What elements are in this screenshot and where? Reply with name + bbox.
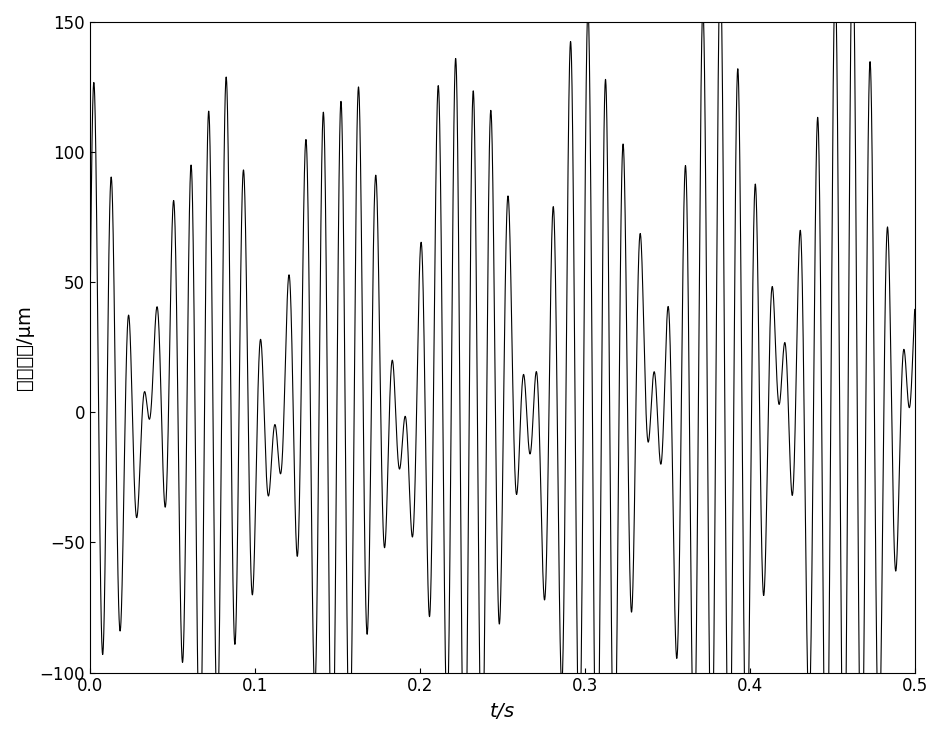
Y-axis label: 垂直位移/μm: 垂直位移/μm: [15, 305, 34, 390]
X-axis label: $t$/s: $t$/s: [489, 701, 516, 721]
